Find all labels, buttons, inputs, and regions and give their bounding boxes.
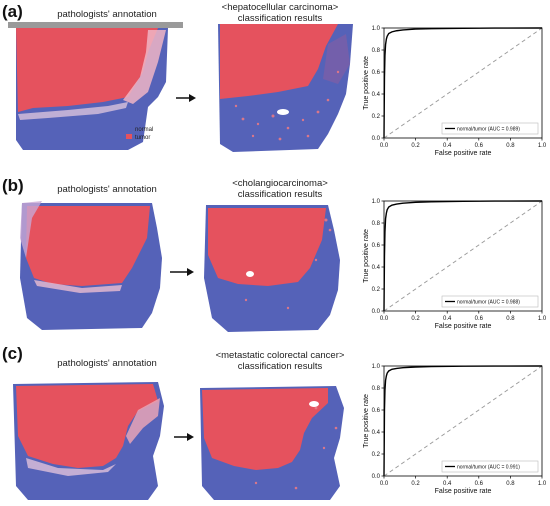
y-tick-label: 1.0 [372,364,381,370]
roc-curve [383,365,543,477]
y-tick-label: 0.0 [372,474,381,480]
y-tick-label: 0.0 [372,136,381,142]
results-title-a: <hepatocellular carcinoma> classificatio… [190,2,370,24]
y-axis-label: True positive rate [363,229,370,283]
y-tick-label: 0.8 [372,48,381,54]
panel-label-c: (c) [2,344,23,363]
legend-label: normal/tumor (AUC = 0.991) [457,464,520,470]
annotation-image-b [12,198,172,333]
x-tick-label: 0.6 [475,481,484,487]
chance-diagonal [383,365,543,477]
x-tick-label: 0.4 [443,143,452,149]
results-title-b-line1: <cholangiocarcinoma> [232,178,328,189]
x-tick-label: 0.4 [443,481,452,487]
results-title-a-line1: <hepatocellular carcinoma> [221,2,339,13]
roc-chart-b: 0.0 0.0 0.2 0.2 0.4 0.4 0.6 0.6 0.8 0.8 1.0 1.0 Fals… [362,195,547,335]
classification-image-a [198,24,358,152]
results-title-b-line2: classification results [237,189,323,200]
y-tick-label: 0.0 [372,309,381,315]
x-tick-label: 0.0 [380,481,389,487]
results-title-c: <metastatic colorectal cancer> classific… [190,350,370,372]
chance-diagonal [383,27,543,139]
x-tick-label: 0.8 [506,143,515,149]
roc-curve [383,27,543,139]
roc-svg: 0.00.0 0.2 0.2 0.4 0.4 0.6 0.6 0.8 0.8 1.0 1.0 Fals… [363,199,547,330]
annotation-title-a: pathologists' annotation [57,9,157,20]
results-title-a-line2: classification results [237,13,323,24]
x-tick-label: 0.2 [411,143,420,149]
legend-label: normal/tumor (AUC = 0.989) [457,126,520,132]
y-tick-label: 1.0 [372,26,381,32]
legend-box [441,122,539,135]
x-tick-label: 1.0 [538,143,547,149]
x-tick-label: 1.0 [538,316,547,322]
annotation-title-c: pathologists' annotation [57,358,157,369]
results-title-b: <cholangiocarcinoma> classification resu… [190,178,370,200]
y-axis-label: True positive rate [363,394,370,448]
classification-image-b [198,200,348,335]
legend-box [441,295,539,308]
legend-tumor-swatch [126,134,132,139]
arrow-right-icon [174,432,194,442]
results-title-c-line2: classification results [237,361,323,372]
results-title-c-line1: <metastatic colorectal cancer> [215,350,345,361]
x-tick-label: 0.6 [475,143,484,149]
legend-box [441,460,539,473]
x-tick-label: 0.2 [411,481,420,487]
y-tick-label: 0.6 [372,243,381,249]
classification-image-c [196,378,356,502]
y-tick-label: 0.4 [372,92,381,98]
x-tick-label: 0.6 [475,316,484,322]
x-tick-label: 0.2 [411,316,420,322]
arrow-right-icon [170,267,194,277]
x-tick-label: 0.4 [443,316,452,322]
x-axis-label: False positive rate [435,150,492,157]
y-tick-label: 0.6 [372,408,381,414]
y-tick-label: 0.2 [372,452,381,458]
roc-chart-a: 0.0 0.0 0.2 0.2 0.4 0.4 0.6 0.6 0.8 0.8 1.0 1.0 Fals… [362,22,547,162]
y-tick-label: 1.0 [372,199,381,205]
legend-normal-label: normal [135,127,153,133]
x-tick-label: 0.0 [380,143,389,149]
y-tick-label: 0.8 [372,221,381,227]
annotation-title-b: pathologists' annotation [57,184,157,195]
x-tick-label: 0.8 [506,316,515,322]
legend-tumor-label: tumor [135,135,150,141]
roc-svg: 0.00.0 0.2 0.2 0.4 0.4 0.6 0.6 0.8 0.8 1.0 1.0 Fals… [363,364,547,495]
x-tick-label: 0.0 [380,316,389,322]
legend-label: normal/tumor (AUC = 0.988) [457,299,520,305]
x-axis-label: False positive rate [435,488,492,495]
annotation-image-a: normal tumor [8,22,183,150]
x-axis-label: False positive rate [435,323,492,330]
x-tick-label: 0.8 [506,481,515,487]
y-tick-label: 0.4 [372,430,381,436]
y-tick-label: 0.8 [372,386,381,392]
y-tick-label: 0.6 [372,70,381,76]
y-axis-label: True positive rate [363,56,370,110]
roc-curve [383,200,543,312]
panel-label-a: (a) [2,2,23,21]
y-tick-label: 0.2 [372,287,381,293]
chance-diagonal [383,200,543,312]
roc-chart-c: 0.0 0.0 0.2 0.2 0.4 0.4 0.6 0.6 0.8 0.8 1.0 1.0 Fals… [362,360,547,500]
y-tick-label: 0.4 [372,265,381,271]
annotation-image-c [8,376,173,502]
arrow-right-icon [176,93,196,103]
roc-svg: 0.00.0 0.2 0.2 0.4 0.4 0.6 0.6 0.8 0.8 1.0 1.0 Fals… [363,26,547,157]
y-tick-label: 0.2 [372,114,381,120]
panel-label-b: (b) [2,176,24,195]
legend-normal-swatch [126,126,132,131]
x-tick-label: 1.0 [538,481,547,487]
